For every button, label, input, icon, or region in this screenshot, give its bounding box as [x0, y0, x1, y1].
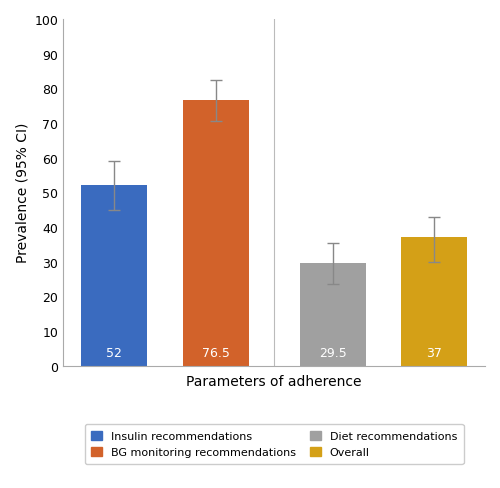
Text: 76.5: 76.5: [202, 346, 230, 359]
Text: 37: 37: [426, 346, 442, 359]
Text: 29.5: 29.5: [318, 346, 346, 359]
Bar: [182, 101, 248, 366]
Bar: [300, 264, 366, 366]
Text: 52: 52: [106, 346, 122, 359]
Bar: [401, 238, 467, 366]
Legend: Insulin recommendations, BG monitoring recommendations, Diet recommendations, Ov: Insulin recommendations, BG monitoring r…: [84, 425, 464, 464]
X-axis label: Parameters of adherence: Parameters of adherence: [186, 374, 362, 388]
Y-axis label: Prevalence (95% CI): Prevalence (95% CI): [15, 123, 29, 263]
Bar: [81, 186, 147, 366]
